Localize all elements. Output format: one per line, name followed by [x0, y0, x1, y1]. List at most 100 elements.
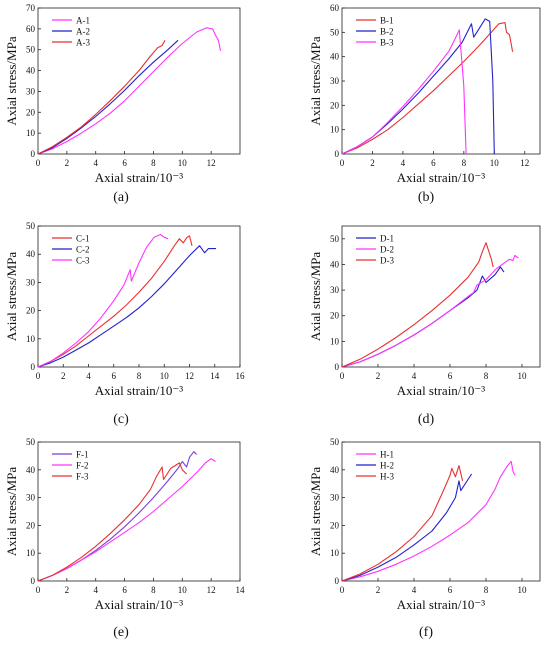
- y-tick-label: 0: [31, 149, 36, 159]
- y-axis-label: Axial stress/MPa: [308, 36, 323, 125]
- x-tick-label: 6: [122, 158, 127, 168]
- series-line-B-3: [341, 29, 467, 155]
- y-tick-label: 0: [335, 362, 340, 372]
- x-tick-label: 6: [448, 585, 453, 595]
- x-tick-label: 4: [401, 158, 406, 168]
- y-tick-label: 10: [26, 128, 36, 138]
- legend-label: B-3: [380, 38, 394, 48]
- y-tick-label: 70: [26, 3, 36, 13]
- y-tick-label: 40: [330, 52, 340, 62]
- legend-label: F-1: [76, 450, 89, 460]
- series-line-H-3: [341, 465, 464, 582]
- y-tick-label: 20: [26, 107, 36, 117]
- legend-label: A-2: [76, 27, 90, 37]
- x-axis-label: Axial strain/10⁻³: [95, 383, 183, 398]
- legend-label: A-3: [76, 38, 90, 48]
- y-tick-label: 50: [26, 437, 36, 447]
- x-tick-label: 2: [65, 585, 70, 595]
- x-tick-label: 8: [151, 585, 156, 595]
- legend-label: C-1: [76, 234, 90, 244]
- legend-label: A-1: [76, 16, 90, 26]
- series-line-H-1: [341, 460, 516, 582]
- y-tick-label: 10: [330, 125, 340, 135]
- y-tick-label: 10: [26, 334, 36, 344]
- chart-panel-1: 0 2 4 6 8 10 12 0 10 20 30 40 50 60 70 Axial strain/10⁻…: [4, 3, 241, 205]
- panel-label: (e): [113, 625, 129, 640]
- x-tick-label: 0: [340, 371, 345, 381]
- y-tick-label: 40: [26, 249, 36, 259]
- x-tick-label: 10: [178, 158, 188, 168]
- panel-label: (d): [418, 412, 435, 427]
- x-tick-label: 2: [65, 158, 70, 168]
- x-tick-label: 0: [36, 585, 41, 595]
- legend-label: H-3: [380, 472, 394, 482]
- x-tick-label: 2: [376, 585, 381, 595]
- x-tick-label: 4: [86, 371, 91, 381]
- y-tick-label: 60: [26, 24, 36, 34]
- chart-panel-5: 0 2 4 6 8 10 12 14 0 10 20 30 40 50 Axial strain/10⁻³ A…: [4, 437, 245, 640]
- y-tick-label: 60: [330, 3, 340, 13]
- x-tick-label: 0: [340, 585, 345, 595]
- y-tick-label: 20: [26, 520, 36, 530]
- y-tick-label: 0: [335, 576, 340, 586]
- legend-label: C-3: [76, 256, 90, 266]
- y-tick-label: 30: [330, 493, 340, 503]
- y-axis-label: Axial stress/MPa: [308, 252, 323, 341]
- x-tick-label: 6: [112, 371, 117, 381]
- x-axis-label: Axial strain/10⁻³: [95, 597, 183, 612]
- x-tick-label: 2: [61, 371, 66, 381]
- chart-panel-3: 0 2 4 6 8 10 12 14 16 0 10 20 30 40 50 Axial strain/10⁻…: [4, 221, 245, 427]
- series-line-C-3: [37, 233, 169, 368]
- legend-label: H-2: [380, 461, 394, 471]
- x-tick-label: 10: [160, 371, 170, 381]
- y-tick-label: 0: [31, 362, 36, 372]
- series-line-F-1: [37, 451, 198, 582]
- plot-frame: [341, 441, 541, 582]
- plot-frame: [341, 7, 541, 155]
- series-line-C-2: [37, 245, 216, 368]
- x-tick-label: 8: [151, 158, 156, 168]
- x-axis-label: Axial strain/10⁻³: [397, 597, 485, 612]
- y-tick-label: 50: [330, 27, 340, 37]
- y-tick-label: 30: [26, 86, 36, 96]
- legend-label: C-2: [76, 245, 90, 255]
- plot-frame: [37, 7, 241, 155]
- y-tick-label: 20: [330, 100, 340, 110]
- x-tick-label: 14: [210, 371, 220, 381]
- y-tick-label: 30: [26, 493, 36, 503]
- series-line-A-1: [37, 27, 222, 155]
- chart-panel-4: 0 2 4 6 8 10 0 10 20 30 40 50 Axial strain/10⁻³ Axial…: [308, 225, 541, 427]
- series-line-B-1: [341, 22, 514, 155]
- x-tick-label: 12: [185, 371, 194, 381]
- y-tick-label: 40: [26, 66, 36, 76]
- x-axis-label: Axial strain/10⁻³: [95, 170, 183, 185]
- legend-label: B-1: [380, 16, 394, 26]
- y-tick-label: 40: [330, 465, 340, 475]
- legend-label: H-1: [380, 450, 394, 460]
- y-tick-label: 50: [330, 437, 340, 447]
- panel-label: (a): [113, 190, 129, 205]
- legend-label: F-2: [76, 461, 89, 471]
- legend-label: D-2: [380, 245, 394, 255]
- y-tick-label: 40: [26, 465, 36, 475]
- x-tick-label: 0: [36, 158, 41, 168]
- x-tick-label: 2: [370, 158, 375, 168]
- x-tick-label: 12: [520, 158, 529, 168]
- series-line-D-3: [341, 242, 494, 368]
- x-tick-label: 8: [137, 371, 142, 381]
- x-tick-label: 12: [207, 585, 216, 595]
- x-tick-label: 14: [236, 585, 246, 595]
- x-axis-label: Axial strain/10⁻³: [397, 170, 485, 185]
- x-tick-label: 8: [462, 158, 467, 168]
- x-tick-label: 0: [36, 371, 41, 381]
- y-axis-label: Axial stress/MPa: [4, 36, 19, 125]
- series-line-F-2: [37, 458, 216, 582]
- series-line-C-1: [37, 235, 193, 368]
- y-tick-label: 30: [330, 285, 340, 295]
- legend-label: F-3: [76, 472, 89, 482]
- x-tick-label: 16: [236, 371, 246, 381]
- x-tick-label: 0: [340, 158, 345, 168]
- panel-label: (b): [418, 190, 435, 205]
- y-tick-label: 40: [330, 259, 340, 269]
